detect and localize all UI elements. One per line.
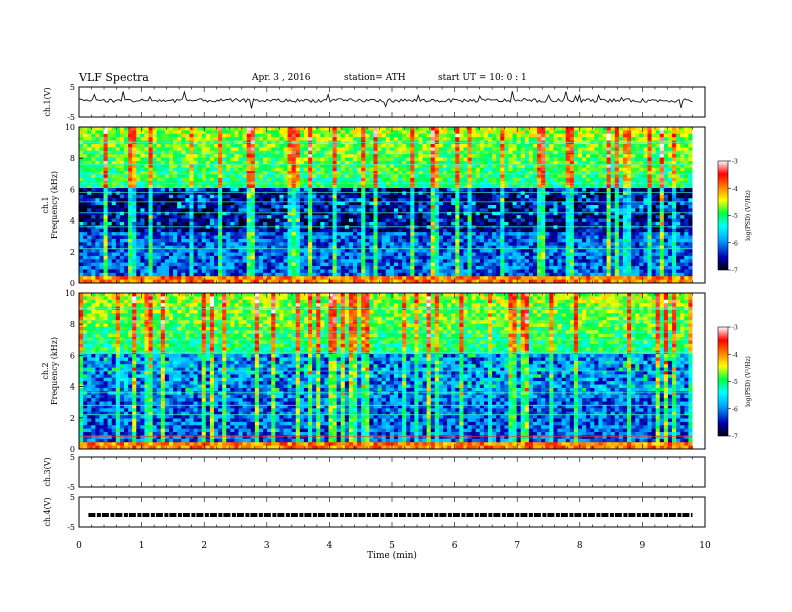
y-axis-label: ch.2 <box>41 362 50 379</box>
y-tick-label: 0 <box>70 445 75 454</box>
y-axis-label: ch.4(V) <box>43 497 52 526</box>
x-tick-label: 1 <box>139 541 145 551</box>
colorbar-tick-label: -7 <box>732 434 738 441</box>
colorbar-label: log(PSD) (V²/Hz) <box>745 190 752 241</box>
spectrogram-ch2-image <box>79 293 705 450</box>
colorbar-ch2 <box>717 326 729 437</box>
colorbar-tick-label: -3 <box>732 325 738 332</box>
colorbar-tick-label: -3 <box>732 159 738 166</box>
colorbar-tick-label: -4 <box>732 352 738 359</box>
y-axis-label: ch.3(V) <box>43 457 52 486</box>
y-tick-label: 5 <box>70 493 75 502</box>
x-tick-label: 4 <box>327 541 333 551</box>
x-tick-label: 6 <box>452 541 458 551</box>
colorbar-label: log(PSD) (V²/Hz) <box>745 356 752 407</box>
start-time-label: start UT = 10: 0 : 1 <box>438 73 527 83</box>
y-axis-label: Frequency (kHz) <box>50 337 59 405</box>
date-label: Apr. 3 , 2016 <box>252 73 311 83</box>
spectrogram-ch1-image <box>79 127 705 284</box>
colorbar-ch1 <box>717 160 729 271</box>
x-tick-label: 10 <box>699 541 711 551</box>
x-tick-label: 2 <box>201 541 207 551</box>
y-tick-label: 8 <box>70 154 75 163</box>
y-axis-label: Frequency (kHz) <box>50 171 59 239</box>
y-tick-label: 10 <box>65 289 75 298</box>
x-tick-label: 9 <box>640 541 646 551</box>
axes-frames <box>78 86 706 528</box>
colorbar-tick-label: -5 <box>732 379 738 386</box>
colorbar-tick-label: -5 <box>732 213 738 220</box>
y-tick-label: 2 <box>70 414 75 423</box>
x-tick-label: 0 <box>76 541 82 551</box>
colorbar-tick-label: -6 <box>732 406 738 413</box>
y-tick-label: 0 <box>70 279 75 288</box>
x-tick-label: 3 <box>264 541 270 551</box>
y-tick-label: 4 <box>70 217 75 226</box>
figure-title: VLF Spectra <box>79 71 149 84</box>
colorbar-tick-label: -4 <box>732 186 738 193</box>
x-tick-label: 8 <box>577 541 583 551</box>
y-axis-label: ch.1 <box>41 196 50 213</box>
station-label: station= ATH <box>344 73 406 83</box>
y-axis-label: ch.1(V) <box>43 87 52 116</box>
colorbar-tick-label: -7 <box>732 268 738 275</box>
y-tick-label: -5 <box>67 523 75 532</box>
x-tick-label: 7 <box>514 541 520 551</box>
y-tick-label: -5 <box>67 113 75 122</box>
y-tick-label: 5 <box>70 453 75 462</box>
ch1-waveform-trace <box>78 90 693 109</box>
y-tick-label: 2 <box>70 248 75 257</box>
y-tick-label: 5 <box>70 83 75 92</box>
y-tick-label: 6 <box>70 351 75 360</box>
x-axis-label: Time (min) <box>367 550 417 561</box>
colorbar-tick-label: -6 <box>732 240 738 247</box>
x-tick-label: 5 <box>389 541 395 551</box>
y-tick-label: 10 <box>65 123 75 132</box>
y-tick-label: 6 <box>70 185 75 194</box>
y-tick-label: 8 <box>70 320 75 329</box>
y-tick-label: -5 <box>67 483 75 492</box>
y-tick-label: 4 <box>70 383 75 392</box>
